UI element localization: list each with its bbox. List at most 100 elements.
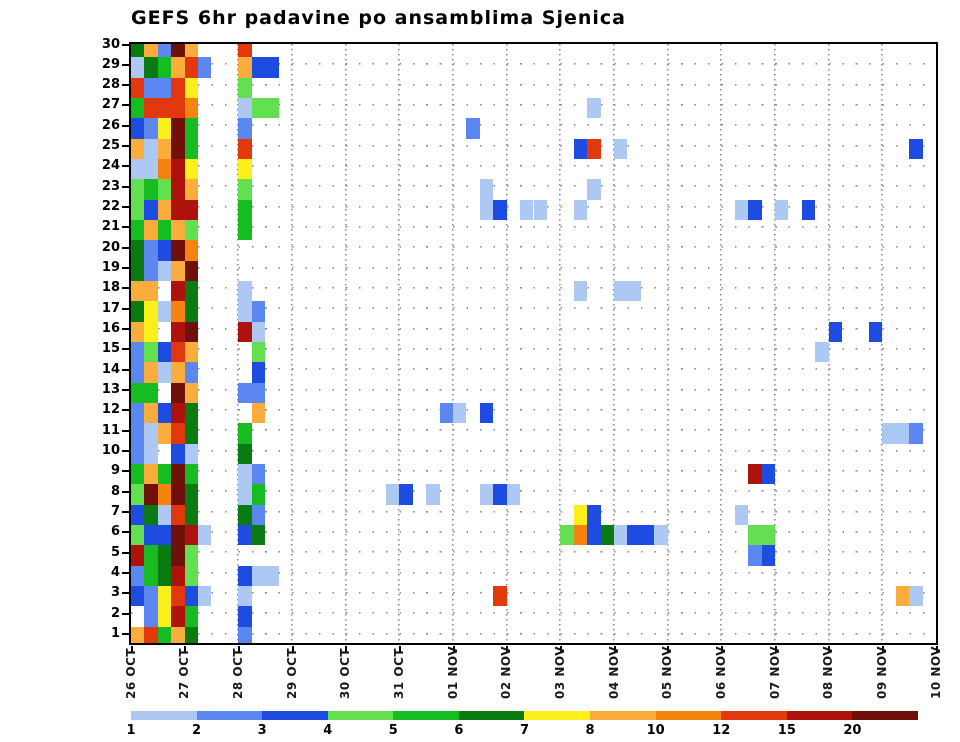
x-axis-date-label: 26 OCT bbox=[123, 647, 138, 699]
heatmap-cell bbox=[251, 484, 266, 505]
heatmap-cell bbox=[171, 199, 185, 220]
heatmap-cell bbox=[131, 463, 145, 485]
heatmap-cell bbox=[238, 97, 252, 119]
heatmap-cell bbox=[238, 626, 252, 643]
heatmap-cell bbox=[144, 463, 158, 485]
legend-value-label: 7 bbox=[519, 723, 530, 738]
y-axis-label: 27 bbox=[101, 97, 120, 113]
heatmap-cell bbox=[587, 524, 601, 546]
heatmap-cell bbox=[131, 301, 145, 322]
heatmap-cell bbox=[909, 138, 923, 159]
heatmap-cell bbox=[157, 301, 172, 322]
heatmap-cell bbox=[144, 280, 158, 302]
heatmap-cell bbox=[238, 585, 252, 607]
heatmap-cell bbox=[909, 585, 923, 607]
x-axis-tick bbox=[398, 646, 401, 653]
heatmap-cell bbox=[144, 44, 158, 58]
y-axis-tick bbox=[122, 267, 130, 270]
grid-row-dotted-line bbox=[131, 388, 936, 391]
y-axis-tick bbox=[122, 592, 130, 595]
x-axis-tick bbox=[667, 646, 670, 653]
y-axis-label: 15 bbox=[101, 341, 120, 357]
y-axis-label: 7 bbox=[110, 504, 120, 520]
grid-day-dotted-line bbox=[666, 44, 669, 643]
legend-color-segment bbox=[458, 711, 525, 720]
grid-day-dotted-line bbox=[237, 44, 240, 643]
heatmap-cell bbox=[157, 138, 172, 159]
heatmap-cell bbox=[184, 260, 199, 281]
heatmap-cell bbox=[399, 484, 413, 505]
legend-color-segment bbox=[852, 711, 918, 720]
heatmap-cell bbox=[627, 524, 641, 546]
grid-day-dotted-line bbox=[344, 44, 347, 643]
heatmap-cell bbox=[600, 524, 614, 546]
heatmap-cell bbox=[654, 524, 668, 546]
heatmap-cell bbox=[251, 321, 266, 342]
heatmap-cell bbox=[157, 77, 172, 98]
heatmap-cell bbox=[131, 158, 145, 180]
heatmap-cell bbox=[131, 585, 145, 607]
heatmap-cell bbox=[238, 77, 252, 98]
grid-day-dotted-line bbox=[398, 44, 401, 643]
heatmap-cell bbox=[251, 524, 266, 546]
heatmap-cell bbox=[251, 97, 266, 119]
heatmap-cell bbox=[131, 97, 145, 119]
heatmap-cell bbox=[171, 240, 185, 261]
heatmap-cell bbox=[157, 504, 172, 525]
x-axis-date-label: 05 NOV bbox=[660, 645, 675, 699]
heatmap-cell bbox=[157, 626, 172, 643]
heatmap-cell bbox=[506, 484, 521, 505]
legend-value-label: 4 bbox=[323, 723, 333, 738]
y-axis-tick bbox=[122, 185, 130, 188]
y-axis-label: 2 bbox=[110, 605, 120, 621]
heatmap-cell bbox=[251, 565, 266, 586]
y-axis-label: 22 bbox=[101, 199, 120, 215]
heatmap-cell bbox=[627, 280, 641, 302]
y-axis-label: 19 bbox=[101, 260, 120, 276]
heatmap-cell bbox=[157, 219, 172, 241]
y-axis-tick bbox=[122, 63, 130, 66]
heatmap-cell bbox=[573, 280, 588, 302]
heatmap-cell bbox=[238, 219, 252, 241]
heatmap-cell bbox=[157, 606, 172, 627]
heatmap-cell bbox=[479, 179, 494, 200]
y-axis-tick bbox=[122, 206, 130, 209]
y-axis-tick bbox=[122, 511, 130, 514]
y-axis-tick bbox=[122, 531, 130, 534]
heatmap-cell bbox=[238, 280, 252, 302]
heatmap-cell bbox=[238, 321, 252, 342]
heatmap-cell bbox=[144, 321, 158, 342]
heatmap-cell bbox=[184, 219, 199, 241]
heatmap-cell bbox=[157, 199, 172, 220]
y-axis-label: 29 bbox=[101, 56, 120, 72]
y-axis-label: 12 bbox=[101, 402, 120, 418]
heatmap-cell bbox=[171, 138, 185, 159]
grid-row-dotted-line bbox=[131, 124, 936, 127]
heatmap-cell bbox=[157, 179, 172, 200]
heatmap-cell bbox=[157, 341, 172, 363]
y-axis-tick bbox=[122, 104, 130, 107]
heatmap-cell bbox=[157, 524, 172, 546]
legend-color-segment bbox=[655, 711, 722, 720]
heatmap-cell bbox=[144, 606, 158, 627]
x-axis-date-label: 06 NOV bbox=[713, 645, 728, 699]
heatmap-cell bbox=[573, 199, 588, 220]
x-axis-tick bbox=[828, 646, 831, 653]
heatmap-cell bbox=[493, 484, 507, 505]
heatmap-cell bbox=[184, 158, 199, 180]
heatmap-cell bbox=[171, 321, 185, 342]
legend-value-label: 5 bbox=[388, 723, 398, 738]
heatmap-cell bbox=[131, 524, 145, 546]
legend-value-label: 2 bbox=[192, 723, 202, 738]
heatmap-cell bbox=[184, 443, 199, 464]
grid-row-dotted-line bbox=[131, 347, 936, 350]
heatmap-cell bbox=[251, 362, 266, 383]
heatmap-cell bbox=[144, 179, 158, 200]
y-axis-tick bbox=[122, 328, 130, 331]
heatmap-cell bbox=[157, 545, 172, 566]
heatmap-cell bbox=[131, 118, 145, 139]
heatmap-cell bbox=[573, 138, 588, 159]
grid-row-dotted-line bbox=[131, 144, 936, 147]
x-axis-tick bbox=[881, 646, 884, 653]
heatmap-cell bbox=[144, 423, 158, 444]
